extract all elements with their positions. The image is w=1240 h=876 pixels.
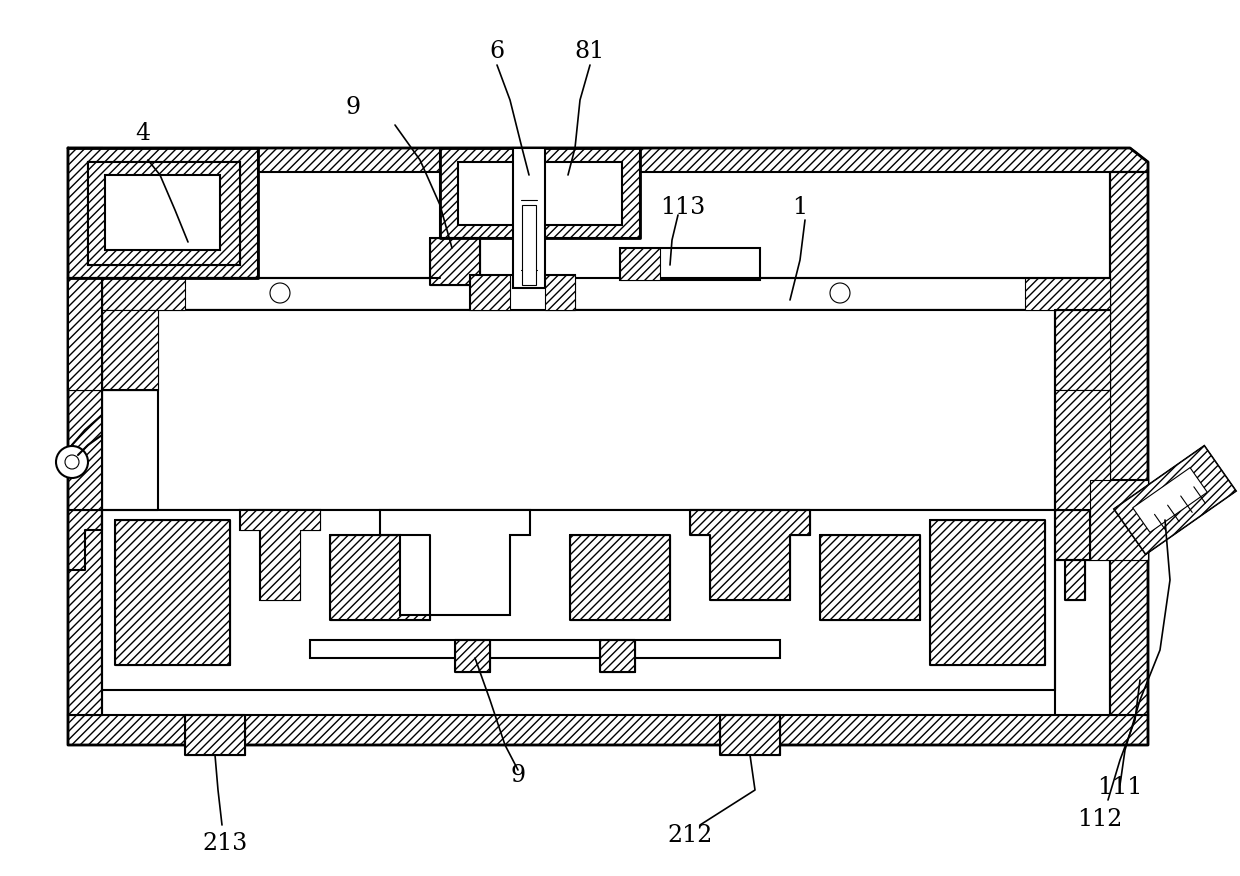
Polygon shape [1055,310,1110,390]
Circle shape [270,283,290,303]
Polygon shape [455,640,490,672]
Polygon shape [379,510,529,615]
Polygon shape [88,162,241,265]
Polygon shape [102,510,1055,690]
Polygon shape [68,148,258,278]
Polygon shape [1025,278,1110,310]
Polygon shape [68,148,102,715]
Circle shape [56,446,88,478]
Polygon shape [1065,560,1085,600]
Polygon shape [1090,480,1148,560]
Polygon shape [102,278,1110,310]
Text: 9: 9 [511,764,526,787]
Polygon shape [115,520,229,665]
Bar [105,175,219,250]
Polygon shape [102,310,157,390]
Polygon shape [241,510,320,600]
Polygon shape [689,510,810,600]
Polygon shape [930,520,1045,665]
Polygon shape [1132,468,1208,533]
Polygon shape [102,310,1110,390]
Polygon shape [68,278,102,390]
Polygon shape [310,640,780,658]
Polygon shape [440,148,640,238]
Polygon shape [458,162,622,225]
Text: 212: 212 [667,823,713,846]
Polygon shape [546,275,575,310]
Text: 213: 213 [202,831,248,854]
Polygon shape [88,162,241,265]
Polygon shape [68,715,1148,745]
Text: 1: 1 [792,196,807,220]
Text: 112: 112 [1078,809,1122,831]
Text: 9: 9 [346,96,361,119]
Polygon shape [470,275,575,310]
Polygon shape [1090,480,1148,560]
Polygon shape [1115,446,1236,555]
Polygon shape [1055,510,1090,560]
Polygon shape [820,535,920,620]
Polygon shape [1055,390,1110,510]
Polygon shape [68,148,1148,172]
Polygon shape [68,390,102,510]
Polygon shape [1110,172,1148,715]
Bar [522,205,536,285]
Polygon shape [470,275,510,310]
Polygon shape [68,278,102,390]
Text: 113: 113 [661,196,706,220]
Polygon shape [620,248,760,280]
Polygon shape [157,310,1055,510]
Polygon shape [241,510,320,600]
Polygon shape [330,535,430,620]
Polygon shape [1115,446,1236,555]
Polygon shape [1115,446,1236,555]
Polygon shape [620,248,660,280]
Circle shape [64,455,79,469]
Text: 81: 81 [575,40,605,63]
Polygon shape [185,715,246,755]
Polygon shape [570,535,670,620]
Polygon shape [720,715,780,755]
Polygon shape [600,640,635,672]
Text: 4: 4 [135,122,150,145]
Circle shape [830,283,849,303]
Bar [513,148,546,288]
Text: 111: 111 [1097,776,1143,800]
Text: 6: 6 [490,40,505,63]
Polygon shape [102,278,185,310]
Polygon shape [430,238,480,285]
